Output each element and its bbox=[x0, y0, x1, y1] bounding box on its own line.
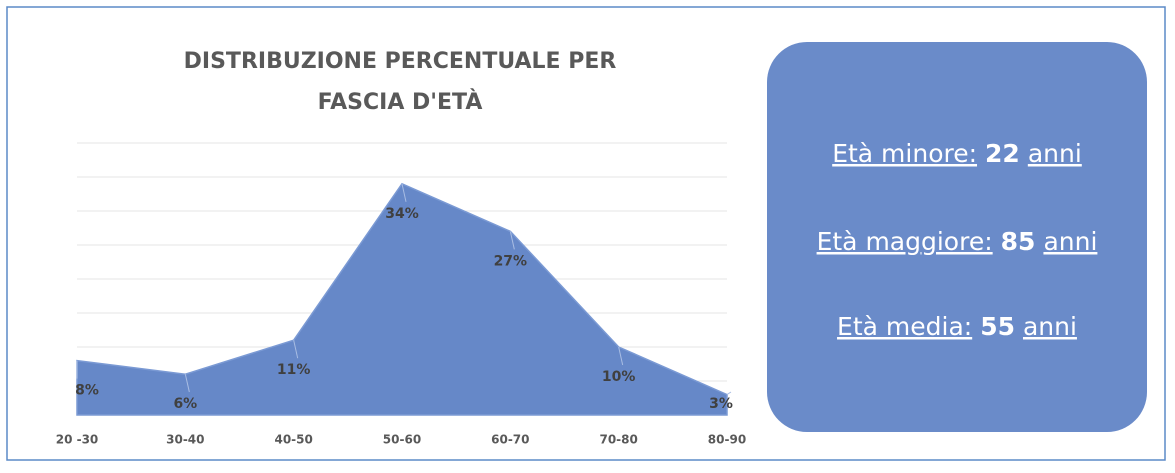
leader-line bbox=[293, 340, 299, 359]
x-tick-label: 60-70 bbox=[491, 433, 529, 447]
info-value: 55 bbox=[980, 312, 1015, 341]
info-value: 22 bbox=[985, 139, 1020, 168]
info-unit: anni bbox=[1028, 139, 1082, 168]
info-label: Età minore: bbox=[832, 139, 977, 168]
info-value: 85 bbox=[1001, 227, 1036, 256]
chart-title: DISTRIBUZIONE PERCENTUALE PER bbox=[184, 49, 617, 74]
x-tick-label: 80-90 bbox=[708, 433, 746, 447]
data-label: 6% bbox=[173, 396, 197, 412]
data-label: 10% bbox=[602, 369, 636, 385]
x-tick-label: 30-40 bbox=[166, 433, 204, 447]
info-label: Età maggiore: bbox=[817, 227, 993, 256]
info-line: Età maggiore: 85 anni bbox=[817, 227, 1098, 256]
info-unit: anni bbox=[1043, 227, 1097, 256]
leader-line bbox=[618, 346, 624, 366]
info-unit: anni bbox=[1023, 312, 1077, 341]
data-label: 27% bbox=[494, 253, 528, 269]
leader-line bbox=[401, 183, 407, 202]
info-label: Età media: bbox=[837, 312, 972, 341]
info-line: Età media: 55 anni bbox=[837, 312, 1077, 341]
leader-line bbox=[184, 374, 190, 393]
info-box bbox=[767, 42, 1147, 432]
data-label: 8% bbox=[75, 383, 99, 399]
data-label: 11% bbox=[277, 362, 311, 378]
x-tick-label: 50-60 bbox=[383, 433, 421, 447]
area bbox=[76, 182, 728, 416]
data-label: 34% bbox=[385, 206, 419, 222]
leader-line bbox=[726, 391, 732, 396]
x-tick-label: 40-50 bbox=[274, 433, 312, 447]
x-tick-label: 20 -30 bbox=[56, 433, 99, 447]
chart-title: FASCIA D'ETÀ bbox=[318, 89, 483, 115]
info-line: Età minore: 22 anni bbox=[832, 139, 1082, 168]
x-tick-label: 70-80 bbox=[599, 433, 637, 447]
leader-line bbox=[509, 231, 515, 250]
data-label: 3% bbox=[709, 396, 733, 412]
